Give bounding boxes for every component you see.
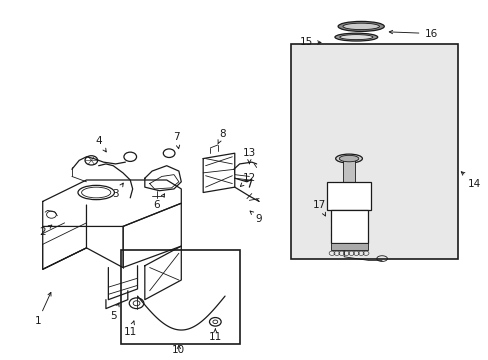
Text: 6: 6 xyxy=(153,194,164,210)
Text: 15: 15 xyxy=(299,37,320,48)
Text: 11: 11 xyxy=(208,329,222,342)
Ellipse shape xyxy=(339,35,372,40)
Text: 12: 12 xyxy=(240,173,255,186)
Bar xyxy=(326,182,370,210)
Ellipse shape xyxy=(335,154,362,163)
Text: 9: 9 xyxy=(249,211,262,224)
Text: 16: 16 xyxy=(388,28,437,39)
Text: 1: 1 xyxy=(35,292,51,326)
Ellipse shape xyxy=(334,33,377,41)
Text: 17: 17 xyxy=(313,200,326,216)
Bar xyxy=(343,158,354,182)
Bar xyxy=(330,210,367,243)
Text: 13: 13 xyxy=(242,148,255,164)
Text: 5: 5 xyxy=(110,303,119,321)
Text: 2: 2 xyxy=(40,225,52,237)
Text: 3: 3 xyxy=(112,183,123,199)
Ellipse shape xyxy=(337,21,384,31)
Ellipse shape xyxy=(339,156,358,162)
Text: 8: 8 xyxy=(218,129,225,144)
Text: 7: 7 xyxy=(173,132,180,149)
Text: 11: 11 xyxy=(123,321,137,337)
Text: 10: 10 xyxy=(172,345,185,355)
Bar xyxy=(290,44,458,258)
Bar xyxy=(330,243,367,249)
Ellipse shape xyxy=(342,23,379,30)
Text: 4: 4 xyxy=(95,136,106,152)
Text: 14: 14 xyxy=(460,172,480,189)
Bar xyxy=(120,249,239,344)
